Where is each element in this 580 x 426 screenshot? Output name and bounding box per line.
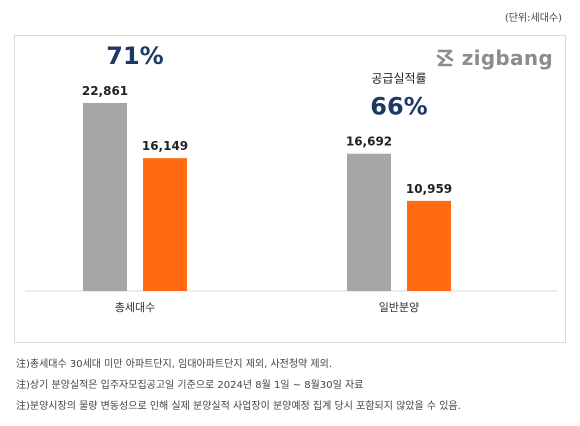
bar-chart: 22,861 16,149 총세대수 공급실적률 71% 16,692 10,959 일반분양… — [25, 42, 557, 314]
footnotes: 注)총세대수 30세대 미만 아파트단지, 임대아파트단지 제외, 사전청약 제… — [16, 354, 576, 417]
annotation-value-2: 66% — [370, 93, 427, 121]
zigbang-logo-icon — [436, 49, 454, 67]
bar-1-2 — [143, 158, 187, 291]
zigbang-logo: zigbang — [434, 46, 553, 70]
data-label-1-1: 22,861 — [82, 84, 128, 98]
data-label-2-1: 16,692 — [346, 135, 392, 149]
annotation-label-2: 공급실적률 — [371, 72, 426, 86]
logo-text: zigbang — [461, 46, 553, 70]
data-label-2-2: 10,959 — [406, 182, 452, 196]
footnote-1: 注)총세대수 30세대 미만 아파트단지, 임대아파트단지 제외, 사전청약 제… — [16, 359, 333, 370]
data-label-1-2: 16,149 — [142, 139, 188, 153]
footnote-3: 注)분양시장의 물량 변동성으로 인해 실제 분양실적 사업장이 분양예정 집계… — [16, 401, 461, 412]
footnote-2: 注)상기 분양실적은 입주자모집공고일 기준으로 2024년 8월 1일 ~ 8… — [16, 380, 364, 391]
bar-2-2 — [407, 200, 451, 291]
unit-label: (단위:세대수) — [504, 13, 562, 24]
category-label-1: 총세대수 — [115, 301, 155, 314]
category-label-2: 일반분양 — [379, 300, 419, 314]
bar-2-1 — [347, 153, 391, 291]
annotation-value-1: 71% — [106, 42, 163, 70]
bar-1-1 — [83, 102, 127, 292]
chart-panel: zigbang 22,861 16,149 총세대수 공급실적률 71% 16,692 10… — [14, 35, 566, 343]
